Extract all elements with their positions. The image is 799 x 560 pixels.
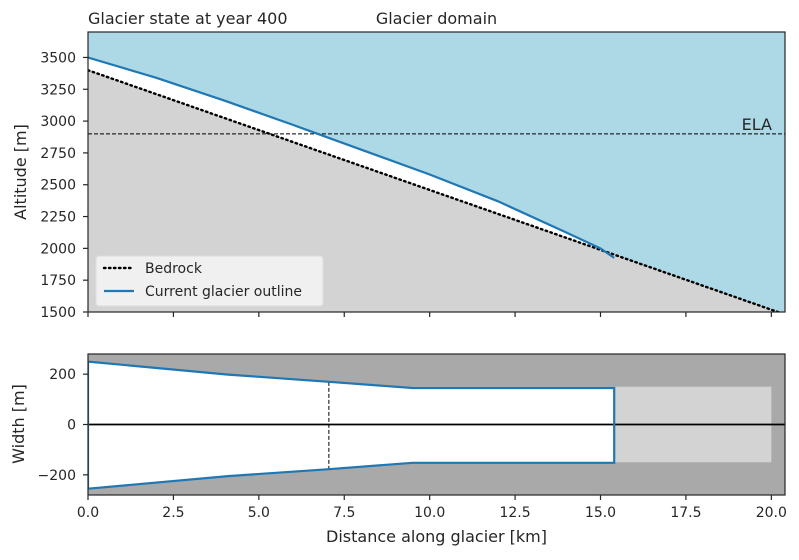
- altitude-y-tick-label: 3500: [40, 50, 76, 66]
- width-y-tick-label: 200: [49, 367, 76, 383]
- altitude-y-tick-label: 3250: [40, 82, 76, 98]
- altitude-y-tick-label: 2500: [40, 178, 76, 194]
- altitude-panel: ELA 1500 1750 2000 2250 2500 2750 3000 3250 3500…: [11, 9, 786, 321]
- title-left: Glacier state at year 400: [88, 9, 288, 28]
- legend-box: [95, 255, 324, 307]
- altitude-y-tick-label: 1500: [40, 305, 76, 321]
- distance-x-tick-label: 12.5: [499, 505, 530, 521]
- width-panel: −200 0 200 0.0 2.5 5.0 7.5 10.0 12.5 15.0 17.5 20.…: [9, 353, 787, 546]
- distance-x-ticks: 0.0 2.5 5.0 7.5 10.0 12.5 15.0 17.5 20.0: [77, 495, 787, 521]
- altitude-y-tick-label: 1750: [40, 273, 76, 289]
- width-y-label: Width [m]: [9, 384, 28, 464]
- altitude-y-tick-label: 2250: [40, 210, 76, 226]
- glacier-ice-area: [88, 57, 615, 258]
- width-y-tick-label: 0: [67, 418, 76, 434]
- title-center: Glacier domain: [376, 9, 497, 28]
- glacier-width-outline: [88, 360, 616, 490]
- distance-x-tick-label: 0.0: [77, 505, 99, 521]
- legend: Bedrock Current glacier outline: [95, 255, 324, 307]
- ground-area: [88, 70, 785, 312]
- distance-x-tick-label: 20.0: [756, 505, 787, 521]
- legend-glacier-label: Current glacier outline: [145, 284, 302, 300]
- distance-x-tick-label: 7.5: [333, 505, 355, 521]
- distance-x-label: Distance along glacier [km]: [326, 527, 547, 546]
- distance-x-tick-label: 2.5: [162, 505, 184, 521]
- distance-x-tick-label: 15.0: [585, 505, 616, 521]
- distance-x-tick-label: 10.0: [414, 505, 445, 521]
- ela-label: ELA: [742, 115, 772, 134]
- distance-x-tick-label: 17.5: [670, 505, 701, 521]
- width-y-tick-label: −200: [38, 468, 76, 484]
- altitude-y-ticks: 1500 1750 2000 2250 2500 2750 3000 3250 3500: [40, 50, 88, 321]
- distance-x-tick-label: 5.0: [248, 505, 270, 521]
- altitude-y-tick-label: 3000: [40, 114, 76, 130]
- legend-bedrock-label: Bedrock: [145, 261, 203, 277]
- glacier-outline-line: [88, 56, 615, 259]
- altitude-y-tick-label: 2750: [40, 146, 76, 162]
- bedrock-line: [88, 68, 782, 312]
- altitude-y-label: Altitude [m]: [11, 124, 30, 220]
- top-plot-frame: [87, 31, 786, 313]
- altitude-y-tick-label: 2000: [40, 241, 76, 257]
- altitude-x-ticks: [87, 312, 772, 317]
- width-y-ticks: −200 0 200: [38, 367, 88, 484]
